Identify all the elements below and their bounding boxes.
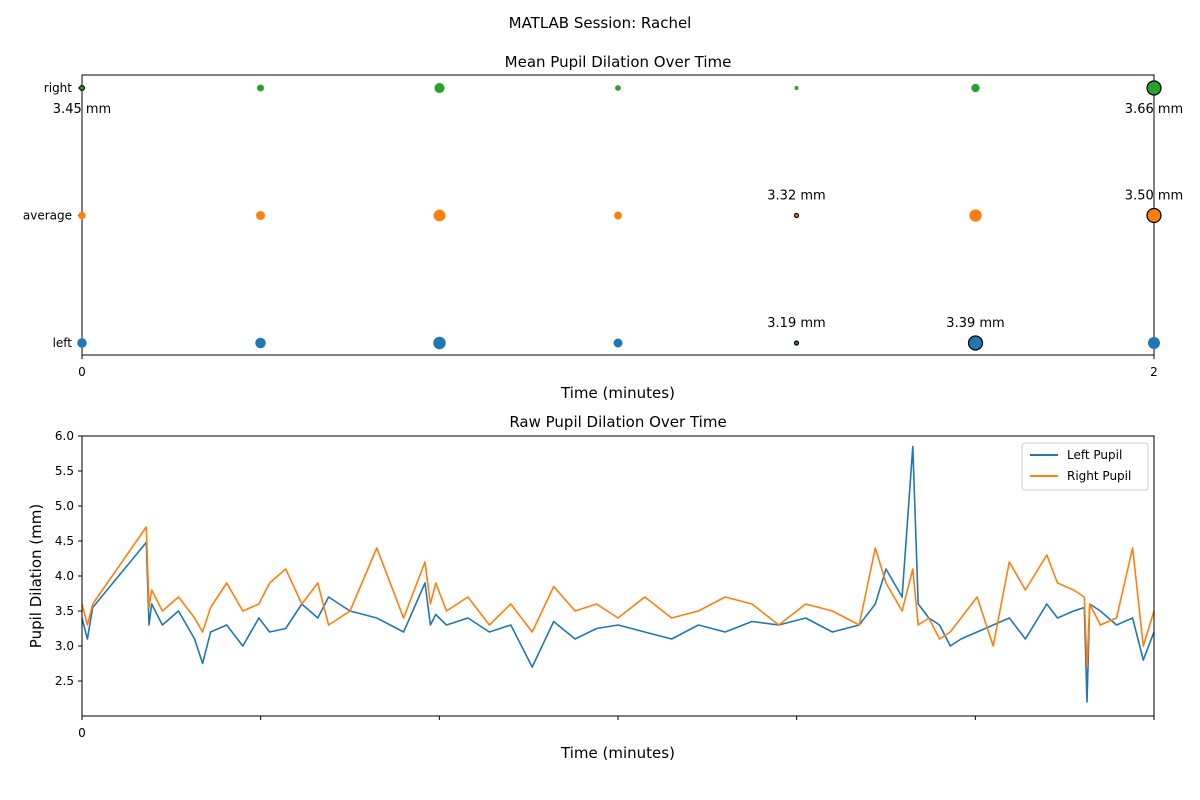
scatter-point-average bbox=[614, 211, 622, 220]
value-annotation: 3.66 mm bbox=[1125, 102, 1183, 117]
scatter-point-average bbox=[78, 211, 86, 220]
value-annotation: 3.45 mm bbox=[53, 102, 111, 117]
mean-dilation-chart: Mean Pupil Dilation Over Time left averag… bbox=[23, 53, 1183, 402]
legend-label: Right Pupil bbox=[1067, 469, 1131, 483]
y-tick-label: 2.5 bbox=[55, 674, 74, 688]
series-line-left-pupil bbox=[81, 445, 1155, 703]
value-annotation: 3.32 mm bbox=[767, 189, 825, 204]
y-tick-label: 3.5 bbox=[55, 604, 74, 618]
scatter-point-left bbox=[793, 340, 800, 346]
scatter-point-right bbox=[615, 85, 621, 91]
scatter-point-right bbox=[256, 84, 265, 92]
scatter-point-average bbox=[969, 209, 982, 222]
mean-chart-title: Mean Pupil Dilation Over Time bbox=[505, 53, 732, 71]
y-tick-label: right bbox=[44, 81, 72, 95]
raw-chart-ylabel: Pupil Dilation (mm) bbox=[27, 504, 45, 648]
raw-chart-title: Raw Pupil Dilation Over Time bbox=[509, 413, 726, 431]
value-annotation: 3.19 mm bbox=[767, 316, 825, 331]
scatter-point-left bbox=[433, 336, 446, 350]
mean-chart-xlabel: Time (minutes) bbox=[560, 384, 675, 402]
scatter-point-right bbox=[434, 82, 445, 94]
scatter-point-left bbox=[613, 338, 623, 348]
scatter-point-right bbox=[78, 84, 86, 92]
x-tick-label: 2 bbox=[1150, 365, 1158, 379]
figure-suptitle: MATLAB Session: Rachel bbox=[509, 14, 692, 32]
legend-label: Left Pupil bbox=[1067, 448, 1122, 462]
y-tick-label: left bbox=[53, 336, 73, 350]
y-tick-label: 4.5 bbox=[55, 534, 74, 548]
scatter-point-left bbox=[967, 335, 984, 351]
x-tick-label: 0 bbox=[78, 726, 86, 740]
raw-chart-legend: Left Pupil Right Pupil bbox=[1021, 442, 1149, 491]
x-tick-label: 0 bbox=[78, 365, 86, 379]
scatter-point-average bbox=[1146, 207, 1162, 224]
raw-chart-xlabel: Time (minutes) bbox=[560, 744, 675, 762]
scatter-point-average bbox=[255, 211, 265, 220]
scatter-point-right bbox=[794, 86, 799, 90]
value-annotation: 3.39 mm bbox=[946, 316, 1004, 331]
scatter-point-left bbox=[1148, 337, 1160, 349]
raw-chart-frame bbox=[81, 435, 1155, 717]
scatter-point-left bbox=[255, 337, 266, 349]
y-tick-label: 4.0 bbox=[55, 569, 74, 583]
y-tick-label: 6.0 bbox=[55, 429, 74, 443]
y-tick-label: 5.5 bbox=[55, 464, 74, 478]
y-tick-label: average bbox=[23, 209, 72, 223]
scatter-point-average bbox=[433, 209, 446, 222]
y-tick-label: 3.0 bbox=[55, 639, 74, 653]
y-tick-label: 5.0 bbox=[55, 499, 74, 513]
scatter-point-right bbox=[971, 83, 980, 93]
scatter-point-right bbox=[1146, 80, 1162, 96]
raw-dilation-chart: Raw Pupil Dilation Over Time 2.5 3.0 3.5 4.… bbox=[27, 413, 1155, 762]
scatter-point-average bbox=[793, 212, 800, 219]
scatter-point-left bbox=[77, 338, 87, 348]
series-line-right-pupil bbox=[81, 526, 1155, 668]
value-annotation: 3.50 mm bbox=[1125, 189, 1183, 204]
